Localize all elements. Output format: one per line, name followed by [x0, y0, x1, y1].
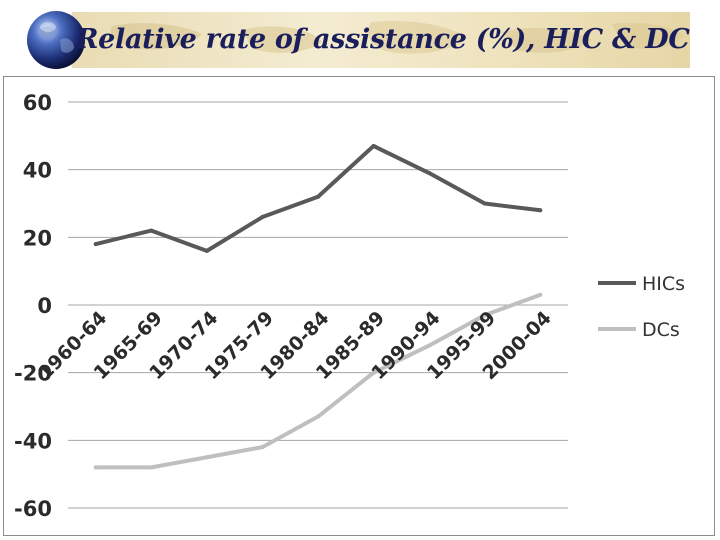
data-point-hics — [93, 242, 98, 247]
data-point-dcs — [93, 465, 98, 470]
series-lines — [93, 143, 543, 470]
data-point-dcs — [371, 370, 376, 375]
data-point-dcs — [260, 445, 265, 450]
data-point-dcs — [482, 313, 487, 318]
data-point-hics — [482, 201, 487, 206]
legend: HICs DCs — [598, 273, 685, 341]
globe-icon — [27, 11, 85, 69]
data-point-hics — [316, 194, 320, 199]
y-tick-label: 20 — [23, 226, 52, 250]
data-point-hics — [149, 228, 154, 233]
y-tick-label: 0 — [37, 294, 52, 318]
y-tick-label: -40 — [14, 429, 52, 453]
y-axis-ticks: 60 40 20 0 -20 -40 -60 — [14, 91, 52, 521]
data-point-dcs — [149, 465, 154, 470]
data-point-dcs — [538, 292, 543, 297]
data-point-hics — [427, 171, 432, 176]
legend-label-dcs: DCs — [642, 319, 680, 341]
data-point-hics — [260, 215, 265, 220]
y-tick-label: -60 — [14, 497, 52, 521]
world-map-decoration — [110, 20, 684, 54]
data-point-hics — [538, 208, 543, 213]
legend-label-hics: HICs — [642, 273, 685, 295]
data-point-hics — [371, 143, 376, 148]
y-tick-label: 40 — [23, 159, 52, 183]
chart-frame — [3, 76, 715, 536]
gridlines — [68, 101, 568, 509]
title-banner — [72, 12, 690, 68]
data-point-dcs — [204, 455, 209, 460]
y-tick-label: -20 — [14, 362, 52, 386]
data-point-dcs — [427, 343, 432, 348]
page-title: Relative rate of assistance (%), HIC & D… — [76, 24, 690, 55]
y-tick-label: 60 — [23, 91, 52, 115]
data-point-hics — [204, 248, 209, 253]
data-point-dcs — [316, 414, 320, 419]
